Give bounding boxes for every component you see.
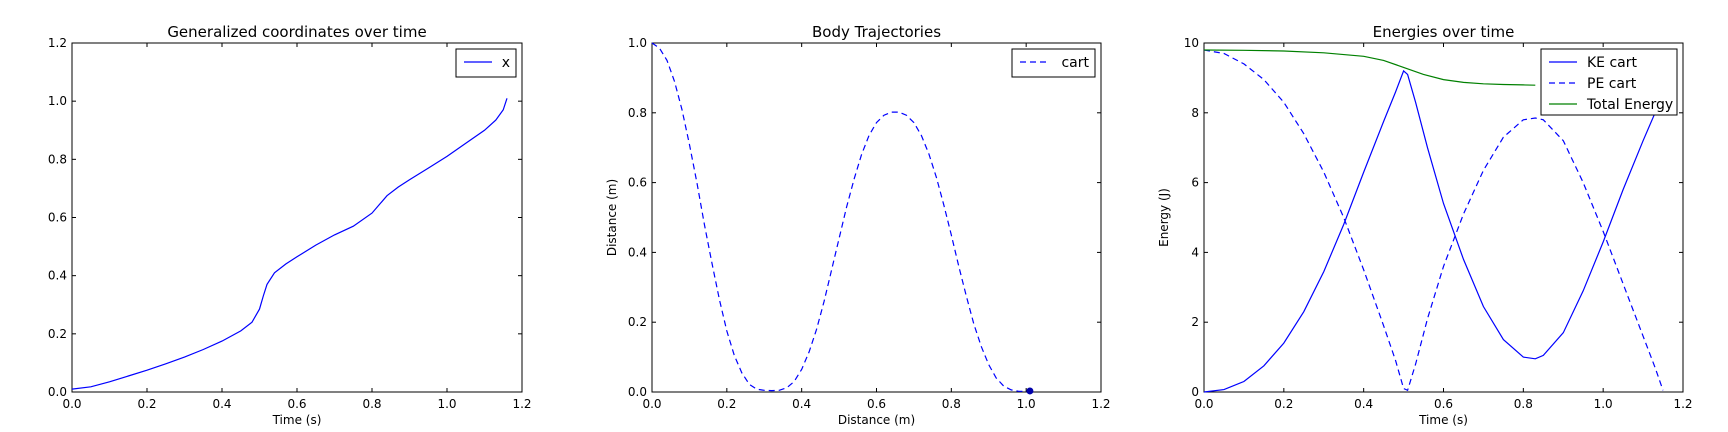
y-tick-label: 8 <box>1191 106 1199 120</box>
x-tick-label: 0.0 <box>62 397 81 411</box>
cart-marker <box>1026 387 1034 395</box>
x-tick-label: 1.0 <box>1017 397 1036 411</box>
legend-label: Total Energy <box>1586 97 1673 113</box>
y-tick-label: 6 <box>1191 176 1199 190</box>
series-line <box>1203 49 1536 86</box>
chart-title: Generalized coordinates over time <box>167 23 426 41</box>
x-tick-label: 0.2 <box>1274 397 1293 411</box>
chart-title: Energies over time <box>1373 23 1515 41</box>
y-tick-label: 0 <box>1191 385 1199 399</box>
y-tick-label: 0.2 <box>628 315 647 329</box>
y-tick-label: 4 <box>1191 245 1199 259</box>
x-tick-label: 0.6 <box>867 397 886 411</box>
series-line <box>71 98 508 390</box>
x-tick-label: 0.0 <box>642 397 661 411</box>
x-tick-label: 0.4 <box>212 397 231 411</box>
y-tick-label: 0.8 <box>48 152 67 166</box>
series-line <box>651 42 1030 392</box>
x-tick-label: 1.0 <box>1594 397 1613 411</box>
x-tick-label: 1.0 <box>437 397 456 411</box>
x-tick-label: 0.6 <box>1434 397 1453 411</box>
y-tick-label: 1.0 <box>628 36 647 50</box>
y-axis-label: Energy (J) <box>1157 188 1171 247</box>
x-axis-label: Time (s) <box>1418 413 1468 427</box>
y-tick-label: 0.2 <box>48 327 67 341</box>
x-tick-label: 0.0 <box>1194 397 1213 411</box>
x-tick-label: 0.4 <box>792 397 811 411</box>
y-tick-label: 0.8 <box>628 106 647 120</box>
x-axis-label: Time (s) <box>272 413 322 427</box>
y-tick-label: 2 <box>1191 315 1199 329</box>
series-line <box>1203 69 1668 393</box>
x-tick-label: 1.2 <box>512 397 531 411</box>
plot-area <box>71 42 523 393</box>
panel-generalized-coordinates: Generalized coordinates over time Time (… <box>48 23 532 427</box>
y-tick-label: 0.6 <box>48 211 67 225</box>
y-tick-label: 0.0 <box>48 385 67 399</box>
x-axis-label: Distance (m) <box>838 413 915 427</box>
legend <box>455 48 517 78</box>
y-axis-label: Distance (m) <box>605 179 619 256</box>
y-tick-label: 0.4 <box>48 269 67 283</box>
legend-label: x <box>502 55 510 71</box>
y-tick-label: 1.2 <box>48 36 67 50</box>
x-tick-label: 0.2 <box>137 397 156 411</box>
chart-title: Body Trajectories <box>812 23 941 41</box>
y-tick-label: 0.4 <box>628 245 647 259</box>
y-tick-label: 0.0 <box>628 385 647 399</box>
y-tick-label: 10 <box>1184 36 1199 50</box>
x-tick-label: 0.6 <box>287 397 306 411</box>
panel-energies: Energies over time Time (s) Energy (J) 0… <box>1157 23 1693 427</box>
y-tick-label: 0.6 <box>628 176 647 190</box>
x-tick-label: 1.2 <box>1091 397 1110 411</box>
x-tick-label: 0.8 <box>362 397 381 411</box>
x-tick-label: 1.2 <box>1673 397 1692 411</box>
x-tick-label: 0.8 <box>1514 397 1533 411</box>
x-tick-label: 0.4 <box>1354 397 1373 411</box>
y-tick-label: 1.0 <box>48 94 67 108</box>
x-tick-label: 0.8 <box>942 397 961 411</box>
legend <box>1011 48 1096 78</box>
plot-area <box>651 42 1102 393</box>
series-line <box>1203 49 1664 392</box>
legend-label: KE cart <box>1587 55 1638 71</box>
legend-label: cart <box>1061 55 1089 71</box>
panel-body-trajectories: Body Trajectories Distance (m) Distance … <box>605 23 1111 427</box>
x-tick-label: 0.2 <box>717 397 736 411</box>
legend-label: PE cart <box>1587 76 1637 92</box>
